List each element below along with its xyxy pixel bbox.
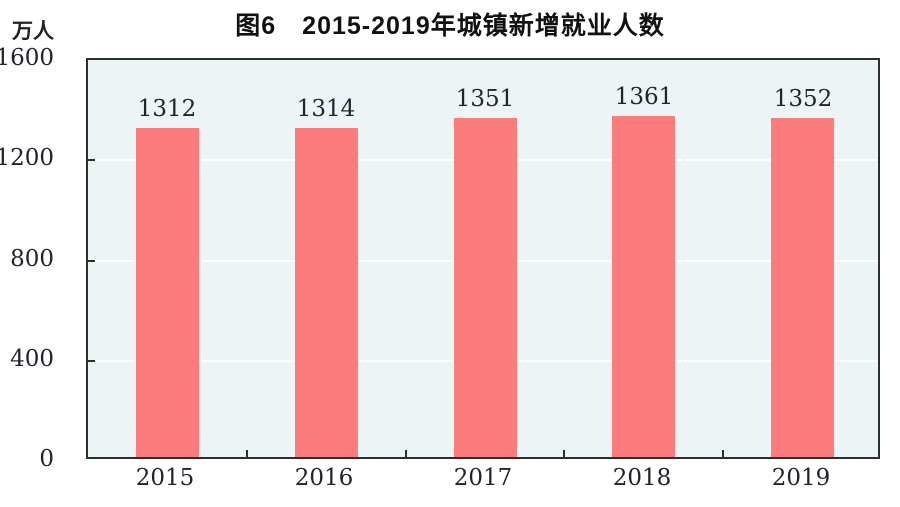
y-tick-label-400: 400: [10, 346, 54, 372]
y-tick-label-800: 800: [10, 246, 54, 272]
x-tick-label-2016: 2016: [294, 465, 354, 491]
y-tick-label-1600: 1600: [0, 45, 54, 71]
x-tick-mark-1: [246, 450, 248, 457]
bar-value-label-2018: 1361: [614, 84, 674, 110]
bar-value-label-2017: 1351: [455, 86, 515, 112]
y-axis-unit-label: 万人: [12, 20, 54, 43]
x-tick-mark-3: [563, 450, 565, 457]
bar-value-label-2015: 1312: [137, 96, 197, 122]
bar-2019: [771, 118, 834, 457]
bar-2017: [454, 118, 517, 457]
x-tick-label-2018: 2018: [612, 465, 672, 491]
y-tick-mark-800: [88, 259, 95, 262]
y-tick-label-1200: 1200: [0, 145, 54, 171]
x-tick-label-2019: 2019: [771, 465, 831, 491]
plot-area: 1312 1314 1351 1361 1352: [86, 58, 880, 459]
y-tick-mark-400: [88, 359, 95, 362]
x-tick-mark-4: [722, 450, 724, 457]
chart-title: 图6 2015-2019年城镇新增就业人数: [235, 12, 665, 40]
x-tick-label-2015: 2015: [135, 465, 195, 491]
y-tick-mark-1200: [88, 159, 95, 162]
x-tick-label-2017: 2017: [453, 465, 513, 491]
y-tick-label-0: 0: [39, 446, 54, 472]
bar-2015: [136, 128, 199, 457]
bar-2016: [295, 128, 358, 457]
bar-value-label-2019: 1352: [773, 86, 833, 112]
x-tick-mark-2: [405, 450, 407, 457]
bar-2018: [612, 116, 675, 457]
bar-value-label-2016: 1314: [296, 96, 356, 122]
